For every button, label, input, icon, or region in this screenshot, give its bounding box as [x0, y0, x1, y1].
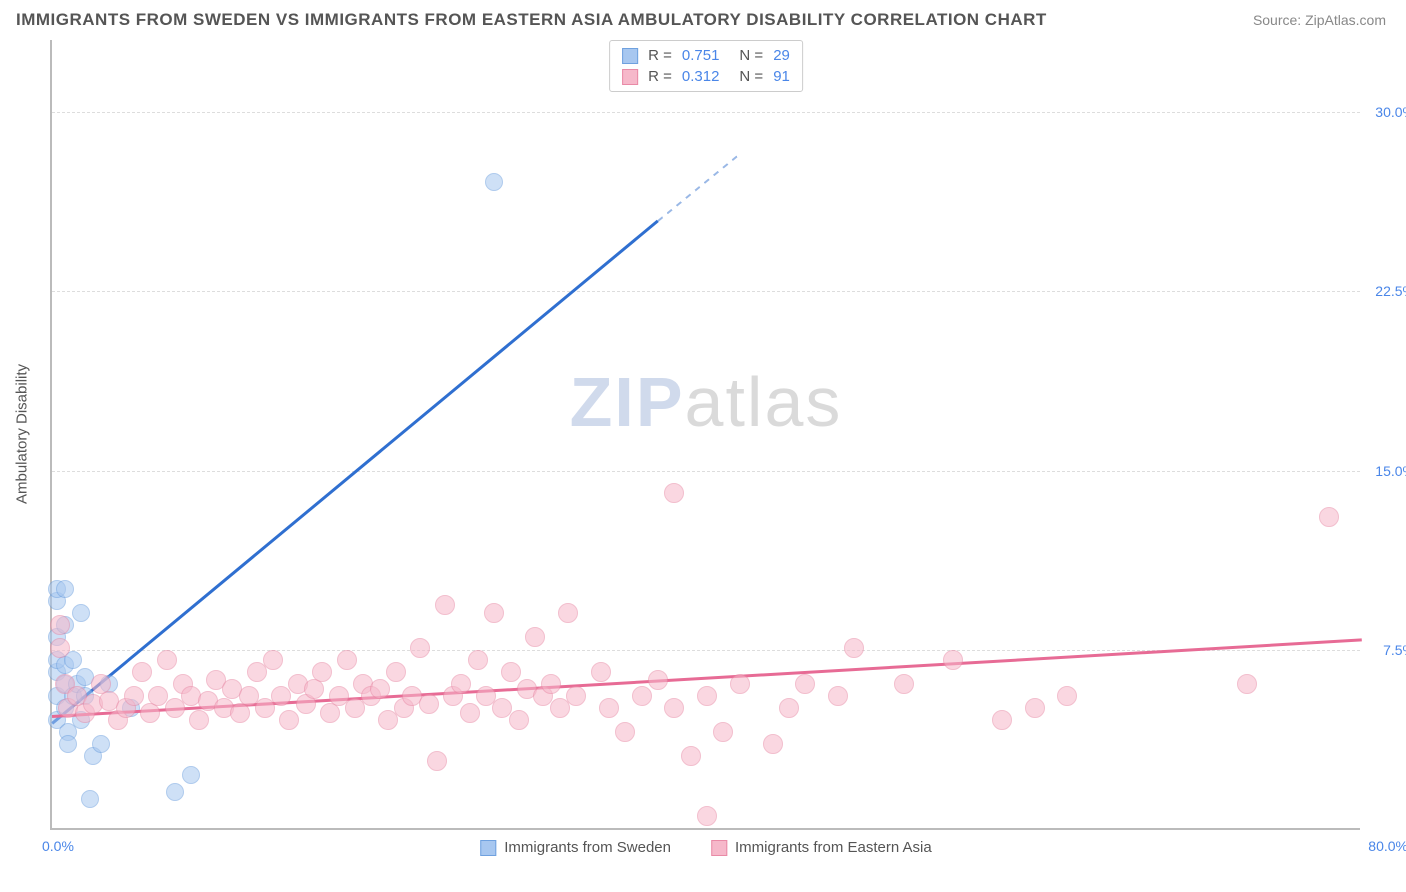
data-point	[664, 483, 684, 503]
data-point	[509, 710, 529, 730]
data-point	[681, 746, 701, 766]
gridline	[52, 112, 1360, 113]
y-tick-label: 15.0%	[1365, 463, 1406, 479]
data-point	[56, 580, 74, 598]
stats-r-value: 0.751	[682, 47, 720, 64]
data-point	[81, 790, 99, 808]
stats-r-label: R =	[648, 47, 672, 64]
data-point	[992, 710, 1012, 730]
y-tick-label: 30.0%	[1365, 104, 1406, 120]
stats-swatch	[622, 48, 638, 64]
data-point	[50, 615, 70, 635]
legend-item: Immigrants from Sweden	[480, 839, 671, 856]
data-point	[386, 662, 406, 682]
x-tick-max: 80.0%	[1368, 838, 1406, 854]
y-tick-label: 7.5%	[1365, 642, 1406, 658]
data-point	[435, 595, 455, 615]
data-point	[697, 686, 717, 706]
plot-container: ZIPatlas Ambulatory Disability 0.0% 80.0…	[50, 40, 1360, 830]
data-point	[1319, 507, 1339, 527]
data-point	[558, 603, 578, 623]
stats-r-label: R =	[648, 68, 672, 85]
data-point	[779, 698, 799, 718]
data-point	[763, 734, 783, 754]
data-point	[844, 638, 864, 658]
legend-label: Immigrants from Eastern Asia	[735, 839, 932, 856]
legend-swatch	[711, 840, 727, 856]
source-attribution: Source: ZipAtlas.com	[1253, 12, 1386, 28]
data-point	[1057, 686, 1077, 706]
data-point	[943, 650, 963, 670]
data-point	[501, 662, 521, 682]
chart-title: IMMIGRANTS FROM SWEDEN VS IMMIGRANTS FRO…	[16, 10, 1047, 30]
y-axis-label: Ambulatory Disability	[14, 364, 31, 504]
stats-n-label: N =	[739, 68, 763, 85]
data-point	[730, 674, 750, 694]
data-point	[59, 735, 77, 753]
data-point	[484, 603, 504, 623]
data-point	[468, 650, 488, 670]
data-point	[337, 650, 357, 670]
trend-line	[657, 153, 740, 222]
stats-legend: R = 0.751 N = 29 R = 0.312 N = 91	[609, 40, 803, 92]
data-point	[182, 766, 200, 784]
data-point	[263, 650, 283, 670]
data-point	[648, 670, 668, 690]
data-point	[157, 650, 177, 670]
data-point	[525, 627, 545, 647]
legend-item: Immigrants from Eastern Asia	[711, 839, 932, 856]
data-point	[713, 722, 733, 742]
data-point	[279, 710, 299, 730]
data-point	[460, 703, 480, 723]
x-tick-min: 0.0%	[42, 838, 74, 854]
data-point	[410, 638, 430, 658]
data-point	[615, 722, 635, 742]
data-point	[451, 674, 471, 694]
data-point	[427, 751, 447, 771]
data-point	[1237, 674, 1257, 694]
data-point	[697, 806, 717, 826]
data-point	[485, 173, 503, 191]
data-point	[92, 735, 110, 753]
gridline	[52, 291, 1360, 292]
stats-n-value: 29	[773, 47, 790, 64]
legend-label: Immigrants from Sweden	[504, 839, 671, 856]
stats-row: R = 0.312 N = 91	[622, 66, 790, 87]
stats-n-label: N =	[739, 47, 763, 64]
watermark: ZIPatlas	[570, 362, 843, 442]
data-point	[50, 638, 70, 658]
data-point	[541, 674, 561, 694]
stats-n-value: 91	[773, 68, 790, 85]
stats-row: R = 0.751 N = 29	[622, 45, 790, 66]
stats-swatch	[622, 69, 638, 85]
data-point	[370, 679, 390, 699]
data-point	[166, 783, 184, 801]
data-point	[124, 686, 144, 706]
data-point	[566, 686, 586, 706]
data-point	[189, 710, 209, 730]
trend-line	[51, 220, 658, 725]
gridline	[52, 471, 1360, 472]
plot-area: ZIPatlas Ambulatory Disability 0.0% 80.0…	[50, 40, 1360, 830]
data-point	[72, 604, 90, 622]
data-point	[591, 662, 611, 682]
data-point	[632, 686, 652, 706]
y-tick-label: 22.5%	[1365, 283, 1406, 299]
data-point	[419, 694, 439, 714]
data-point	[664, 698, 684, 718]
stats-r-value: 0.312	[682, 68, 720, 85]
data-point	[795, 674, 815, 694]
data-point	[599, 698, 619, 718]
data-point	[132, 662, 152, 682]
series-legend: Immigrants from Sweden Immigrants from Ea…	[480, 839, 931, 856]
legend-swatch	[480, 840, 496, 856]
data-point	[828, 686, 848, 706]
data-point	[312, 662, 332, 682]
data-point	[1025, 698, 1045, 718]
data-point	[894, 674, 914, 694]
